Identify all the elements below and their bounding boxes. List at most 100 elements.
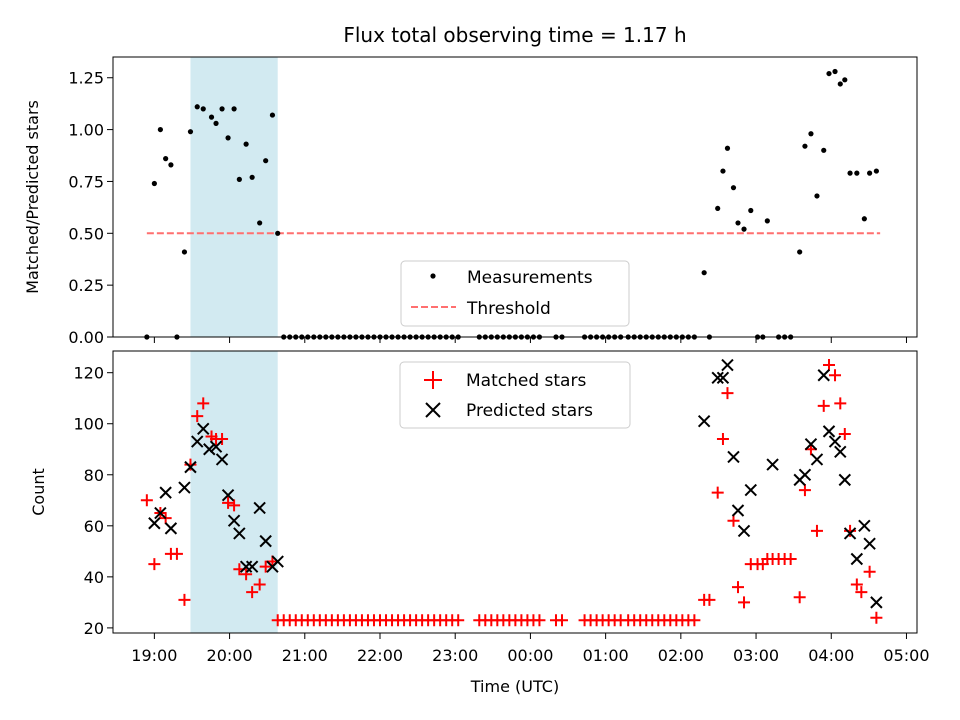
x-tick-label: 01:00: [583, 646, 629, 665]
measurement-point: [269, 112, 276, 118]
matched-points: [140, 359, 883, 627]
measurement-point: [741, 226, 747, 232]
measurement-point: [808, 131, 814, 137]
matched-point: [834, 397, 847, 410]
measurement-point: [243, 141, 249, 147]
measurement-point: [842, 77, 848, 83]
predicted-point: [164, 522, 178, 535]
predicted-point: [817, 369, 830, 382]
predicted-point: [159, 486, 172, 499]
matched-point: [246, 586, 259, 599]
top-y-axis-label: Matched/Predicted stars: [23, 100, 42, 294]
measurement-point: [797, 249, 803, 255]
y-tick-label: 0.50: [68, 224, 104, 243]
measurement-point: [730, 185, 737, 191]
legend-predicted-label: Predicted stars: [466, 401, 593, 421]
matched-point: [731, 581, 744, 594]
measurement-point: [275, 230, 281, 236]
measurement-point: [837, 81, 843, 87]
x-tick-label: 05:00: [883, 646, 929, 665]
measurement-point: [187, 129, 194, 135]
measurement-point: [847, 170, 853, 176]
matched-point: [727, 514, 740, 527]
top-legend: Measurements Threshold: [400, 260, 630, 327]
matched-point: [850, 578, 863, 591]
predicted-point: [197, 422, 210, 436]
y-tick-label: 100: [73, 415, 104, 434]
matched-point: [140, 494, 153, 507]
matched-point: [823, 359, 836, 372]
matched-point: [452, 614, 465, 627]
matched-point: [556, 614, 569, 627]
matched-point: [844, 524, 857, 537]
matched-point: [170, 547, 183, 560]
predicted-point: [148, 517, 161, 530]
y-tick-label: 60: [84, 517, 104, 536]
top-legend-box: [400, 260, 630, 327]
predicted-point: [828, 435, 842, 448]
measurement-point: [225, 135, 231, 141]
x-axis-label: Time (UTC): [470, 677, 559, 696]
y-tick-label: 1.00: [68, 121, 104, 140]
predicted-point: [209, 440, 223, 453]
predicted-point: [245, 560, 259, 573]
predicted-point: [178, 481, 191, 494]
matched-point: [148, 558, 161, 571]
measurement-point: [157, 126, 163, 133]
matched-point: [240, 568, 253, 581]
y-tick-label: 40: [84, 568, 104, 587]
predicted-point: [727, 450, 740, 464]
legend-measurements-label: Measurements: [467, 268, 593, 288]
y-tick-label: 20: [84, 619, 104, 638]
x-tick-label: 22:00: [357, 646, 403, 665]
measurement-point: [208, 114, 215, 120]
predicted-point: [716, 371, 730, 385]
measurement-point: [263, 158, 269, 164]
bottom-shaded-span: [190, 351, 278, 633]
matched-point: [721, 387, 734, 400]
predicted-point: [863, 537, 876, 550]
chart-title: Flux total observing time = 1.17 h: [343, 23, 686, 47]
measurement-point: [724, 145, 731, 151]
y-tick-label: 120: [73, 364, 104, 383]
predicted-point: [870, 596, 883, 609]
legend-predicted-marker: [425, 402, 441, 418]
predicted-point: [697, 414, 711, 428]
measurement-point: [832, 68, 838, 75]
measurement-point: [715, 205, 721, 212]
measurement-point: [720, 168, 726, 174]
matched-point: [784, 552, 797, 565]
matched-point: [253, 578, 266, 591]
measurement-point: [257, 220, 263, 226]
predicted-point: [227, 514, 241, 527]
matched-point: [810, 524, 823, 537]
bottom-legend-box: [399, 361, 631, 429]
matched-point: [688, 614, 701, 627]
predicted-point: [838, 473, 852, 487]
top-shaded-span: [190, 57, 278, 337]
matched-point: [533, 614, 546, 627]
predicted-point: [804, 437, 818, 451]
predicted-point: [834, 445, 847, 459]
measurement-point: [826, 70, 832, 77]
matched-point: [716, 433, 729, 446]
legend-matched-marker: [424, 371, 442, 389]
matched-point: [798, 484, 811, 497]
matched-point: [870, 611, 883, 624]
matched-point: [216, 433, 229, 446]
x-tick-label: 02:00: [658, 646, 704, 665]
measurement-point: [219, 106, 225, 112]
measurement-point: [764, 218, 770, 224]
matched-point: [703, 593, 716, 606]
measurement-point: [748, 207, 754, 214]
measurement-point: [236, 176, 242, 182]
legend-measurement-marker: [430, 273, 436, 279]
measurement-point: [814, 193, 820, 199]
matched-point: [855, 586, 868, 599]
bottom-y-ticks: 20 40 60 80 100 120: [73, 364, 113, 638]
x-tick-label: 00:00: [507, 646, 553, 665]
matched-point: [197, 397, 210, 410]
matched-point: [838, 427, 851, 440]
bottom-y-axis-label: Count: [29, 468, 48, 516]
